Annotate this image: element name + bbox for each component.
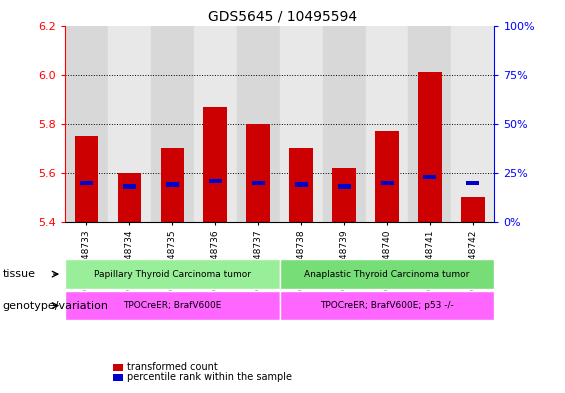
Bar	[237, 26, 280, 222]
Bar	[295, 182, 307, 187]
Bar	[280, 26, 323, 222]
Text: transformed count: transformed count	[127, 362, 218, 373]
Bar	[166, 182, 179, 187]
Text: tissue: tissue	[3, 269, 36, 279]
Bar	[467, 180, 479, 185]
Text: Papillary Thyroid Carcinoma tumor: Papillary Thyroid Carcinoma tumor	[94, 270, 251, 279]
Text: Anaplastic Thyroid Carcinoma tumor: Anaplastic Thyroid Carcinoma tumor	[305, 270, 470, 279]
Bar	[108, 26, 151, 222]
Bar	[194, 26, 237, 222]
Bar	[123, 184, 136, 189]
Bar	[75, 136, 98, 222]
Bar	[246, 124, 270, 222]
Bar	[203, 107, 227, 222]
Bar	[323, 26, 366, 222]
Bar	[332, 168, 356, 222]
Bar	[381, 180, 393, 185]
Bar	[418, 72, 442, 222]
Bar	[160, 149, 184, 222]
Bar	[80, 180, 93, 185]
Bar	[118, 173, 141, 222]
Bar	[461, 198, 485, 222]
Bar	[366, 26, 408, 222]
Text: TPOCreER; BrafV600E: TPOCreER; BrafV600E	[123, 301, 221, 310]
Bar	[338, 184, 350, 189]
Text: GDS5645 / 10495594: GDS5645 / 10495594	[208, 10, 357, 24]
Bar	[424, 174, 436, 179]
Bar	[209, 178, 221, 183]
Bar	[289, 149, 313, 222]
Text: genotype/variation: genotype/variation	[3, 301, 109, 310]
Bar	[408, 26, 451, 222]
Bar	[252, 180, 264, 185]
Bar	[375, 131, 399, 222]
Bar	[151, 26, 194, 222]
Bar	[451, 26, 494, 222]
Text: TPOCreER; BrafV600E; p53 -/-: TPOCreER; BrafV600E; p53 -/-	[320, 301, 454, 310]
Text: percentile rank within the sample: percentile rank within the sample	[127, 372, 292, 382]
Bar	[65, 26, 108, 222]
